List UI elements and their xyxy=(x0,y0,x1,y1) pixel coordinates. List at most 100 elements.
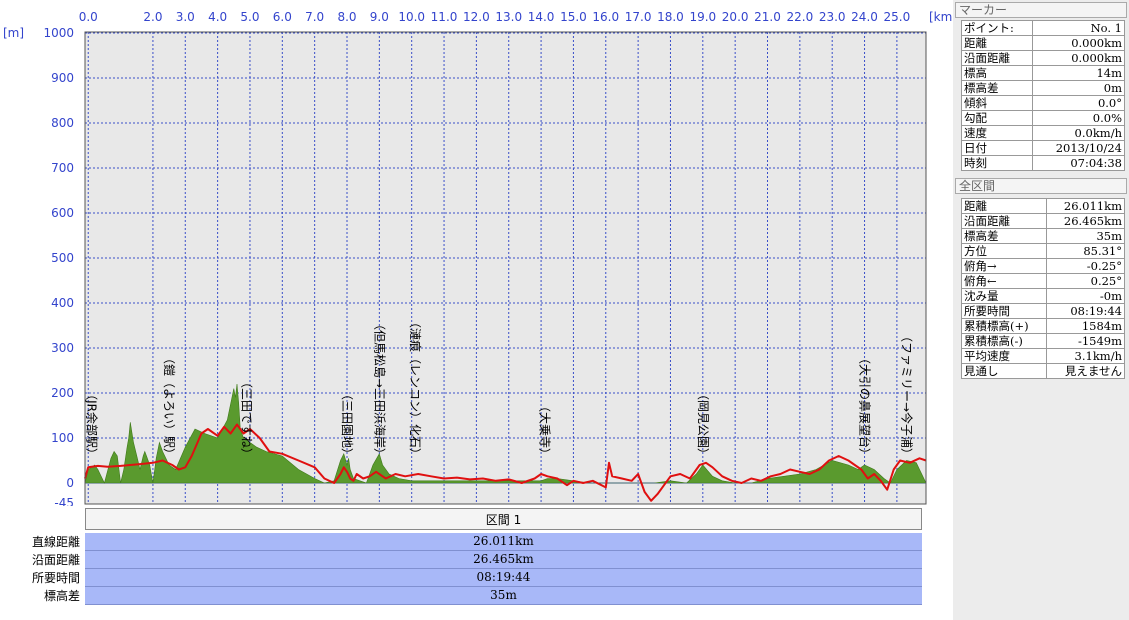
info-value: 35m xyxy=(1046,228,1125,244)
x-tick-label: 18.0 xyxy=(657,10,684,24)
info-value: No. 1 xyxy=(1031,20,1126,36)
info-value: 3.1km/h xyxy=(1046,348,1125,364)
info-key: 平均速度 xyxy=(960,348,1048,364)
total-panel-title: 全区間 xyxy=(955,178,1127,194)
info-key: 沈み量 xyxy=(960,288,1048,304)
elevation-area xyxy=(84,383,927,484)
info-key: ポイント: xyxy=(961,20,1033,36)
x-tick-label: 23.0 xyxy=(819,10,846,24)
info-key: 距離 xyxy=(960,198,1048,214)
section-summary-panel: 区間 1 直線距離 26.011km 沿面距離 26.465km 所要時間 08… xyxy=(0,504,952,620)
x-tick-label: 16.0 xyxy=(592,10,619,24)
y-tick-label: 0 xyxy=(66,476,74,490)
elevation-profile-chart[interactable]: （JR余部駅） （鎧（よろい）駅） （三田ですね） （三田園地） （但馬松島→三田浜海岸… xyxy=(0,0,952,506)
y-tick-label: 900 xyxy=(51,71,74,85)
info-row: 累積標高(+) 1584m xyxy=(960,318,1125,334)
waypoint-label[interactable]: （岡見公園） xyxy=(696,388,710,460)
info-key: 標高 xyxy=(961,65,1033,81)
x-tick-label: 2.0 xyxy=(143,10,162,24)
info-row: 時刻 07:04:38 xyxy=(961,155,1126,171)
info-key: 沿面距離 xyxy=(960,213,1048,229)
waypoint-label[interactable]: （鎧（よろい）駅） xyxy=(162,352,177,460)
x-tick-label: 21.0 xyxy=(754,10,781,24)
info-row: 距離 26.011km xyxy=(960,198,1125,214)
waypoint-label-text: （但馬松島→三田浜海岸） xyxy=(372,318,387,460)
waypoint-label[interactable]: （ファミリー→今子浦） xyxy=(900,330,915,460)
x-tick-label: 0.0 xyxy=(79,10,98,24)
x-tick-label: 14.0 xyxy=(528,10,555,24)
y-tick-label: 1000 xyxy=(43,26,74,40)
info-key: 時刻 xyxy=(961,155,1033,171)
x-tick-label: 24.0 xyxy=(851,10,878,24)
info-key: 標高差 xyxy=(961,80,1033,96)
section-header[interactable]: 区間 1 xyxy=(85,508,922,530)
waypoint-label[interactable]: （三田ですね） xyxy=(240,376,254,460)
y-tick-label: -45 xyxy=(54,496,74,506)
info-value: 08:19:44 xyxy=(1046,303,1125,319)
x-tick-label: 20.0 xyxy=(722,10,749,24)
info-value: 2013/10/24 xyxy=(1031,140,1126,156)
x-tick-label: 11.0 xyxy=(431,10,458,24)
info-key: 勾配 xyxy=(961,110,1033,126)
info-row: 累積標高(-) -1549m xyxy=(960,333,1125,349)
waypoint-label-text: （岡見公園） xyxy=(696,388,710,460)
y-tick-label: 600 xyxy=(51,206,74,220)
waypoint-label[interactable]: （漣痕（レンコン）化石） xyxy=(408,316,423,460)
y-axis-unit: [m] xyxy=(3,26,24,40)
waypoint-label-text: （大乗寺） xyxy=(537,400,551,460)
x-tick-label: 10.0 xyxy=(398,10,425,24)
info-key: 見通し xyxy=(960,363,1048,379)
info-value: 0.000km xyxy=(1031,35,1126,51)
info-key: 沿面距離 xyxy=(961,50,1033,66)
waypoint-label[interactable]: （大乗寺） xyxy=(537,400,551,460)
marker-panel-title: マーカー xyxy=(955,2,1127,18)
y-tick-label: 400 xyxy=(51,296,74,310)
info-value: 26.011km xyxy=(1046,198,1125,214)
waypoint-label[interactable]: （JR余部駅） xyxy=(84,388,99,460)
marker-info-table: ポイント: No. 1 距離 0.000km 沿面距離 0.000km 標高 14m 標高差 0m… xyxy=(961,20,1126,171)
waypoint-label[interactable]: （但馬松島→三田浜海岸） xyxy=(372,318,387,460)
info-value: 0.0% xyxy=(1031,110,1126,126)
info-value: 0.000km xyxy=(1031,50,1126,66)
info-row: 傾斜 0.0° xyxy=(961,95,1126,111)
section-row-label: 所要時間 xyxy=(31,571,80,585)
y-tick-label: 100 xyxy=(51,431,74,445)
track-line xyxy=(84,423,927,502)
x-tick-label: 8.0 xyxy=(337,10,356,24)
x-tick-label: 22.0 xyxy=(786,10,813,24)
waypoint-label-text: （JR余部駅） xyxy=(84,388,99,460)
waypoint-label-text: （大引の鼻展望台） xyxy=(858,352,873,460)
info-row: 所要時間 08:19:44 xyxy=(960,303,1125,319)
section-row-value: 26.011km xyxy=(85,533,922,551)
info-key: 速度 xyxy=(961,125,1033,141)
y-tick-label: 800 xyxy=(51,116,74,130)
x-axis-unit: [km] xyxy=(929,10,952,24)
info-key: 所要時間 xyxy=(960,303,1048,319)
info-row: 勾配 0.0% xyxy=(961,110,1126,126)
x-tick-label: 17.0 xyxy=(625,10,652,24)
section-row: 直線距離 26.011km xyxy=(0,533,952,551)
y-tick-label: 300 xyxy=(51,341,74,355)
waypoint-labels: （JR余部駅） （鎧（よろい）駅） （三田ですね） （三田園地） （但馬松島→三田浜海岸… xyxy=(84,316,914,460)
waypoint-label[interactable]: （三田園地） xyxy=(340,388,354,460)
x-tick-label: 25.0 xyxy=(884,10,911,24)
x-tick-label: 15.0 xyxy=(560,10,587,24)
x-tick-label: 13.0 xyxy=(495,10,522,24)
x-tick-label: 6.0 xyxy=(273,10,292,24)
waypoint-label-text: （漣痕（レンコン）化石） xyxy=(408,316,423,460)
x-tick-label: 4.0 xyxy=(208,10,227,24)
info-key: 方位 xyxy=(960,243,1048,259)
waypoint-label[interactable]: （大引の鼻展望台） xyxy=(858,352,873,460)
y-tick-label: 500 xyxy=(51,251,74,265)
info-value: 26.465km xyxy=(1046,213,1125,229)
waypoint-label-text: （鎧（よろい）駅） xyxy=(162,352,177,460)
section-row-value: 35m xyxy=(85,587,922,605)
plot-border xyxy=(84,31,927,505)
info-row: 速度 0.0km/h xyxy=(961,125,1126,141)
info-row: 方位 85.31° xyxy=(960,243,1125,259)
info-key: 累積標高(+) xyxy=(960,318,1048,334)
info-row: 俯角← 0.25° xyxy=(960,273,1125,289)
info-value: 0.25° xyxy=(1046,273,1125,289)
info-key: 標高差 xyxy=(960,228,1048,244)
